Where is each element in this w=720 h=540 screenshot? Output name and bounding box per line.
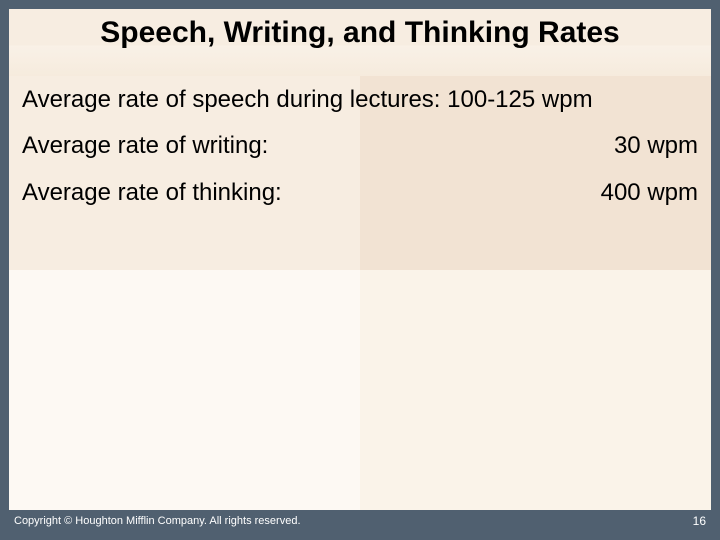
writing-value: 30 wpm [614,132,698,161]
footer: Copyright © Houghton Mifflin Company. Al… [0,510,720,532]
slide-body: Average rate of speech during lectures: … [22,86,698,226]
background-quadrants [0,0,720,540]
copyright-text: Copyright © Houghton Mifflin Company. Al… [14,515,301,527]
page-number: 16 [693,514,706,528]
line-speech: Average rate of speech during lectures: … [22,86,698,114]
line-thinking: Average rate of thinking: 400 wpm [22,179,698,208]
slide-title: Speech, Writing, and Thinking Rates [0,16,720,50]
slide: Speech, Writing, and Thinking Rates Aver… [0,0,720,540]
writing-label: Average rate of writing: [22,132,268,161]
thinking-value: 400 wpm [601,179,698,208]
bg-bottom-right [360,270,720,540]
bg-bottom-left [0,270,360,540]
line-writing: Average rate of writing: 30 wpm [22,132,698,161]
thinking-label: Average rate of thinking: [22,179,282,208]
